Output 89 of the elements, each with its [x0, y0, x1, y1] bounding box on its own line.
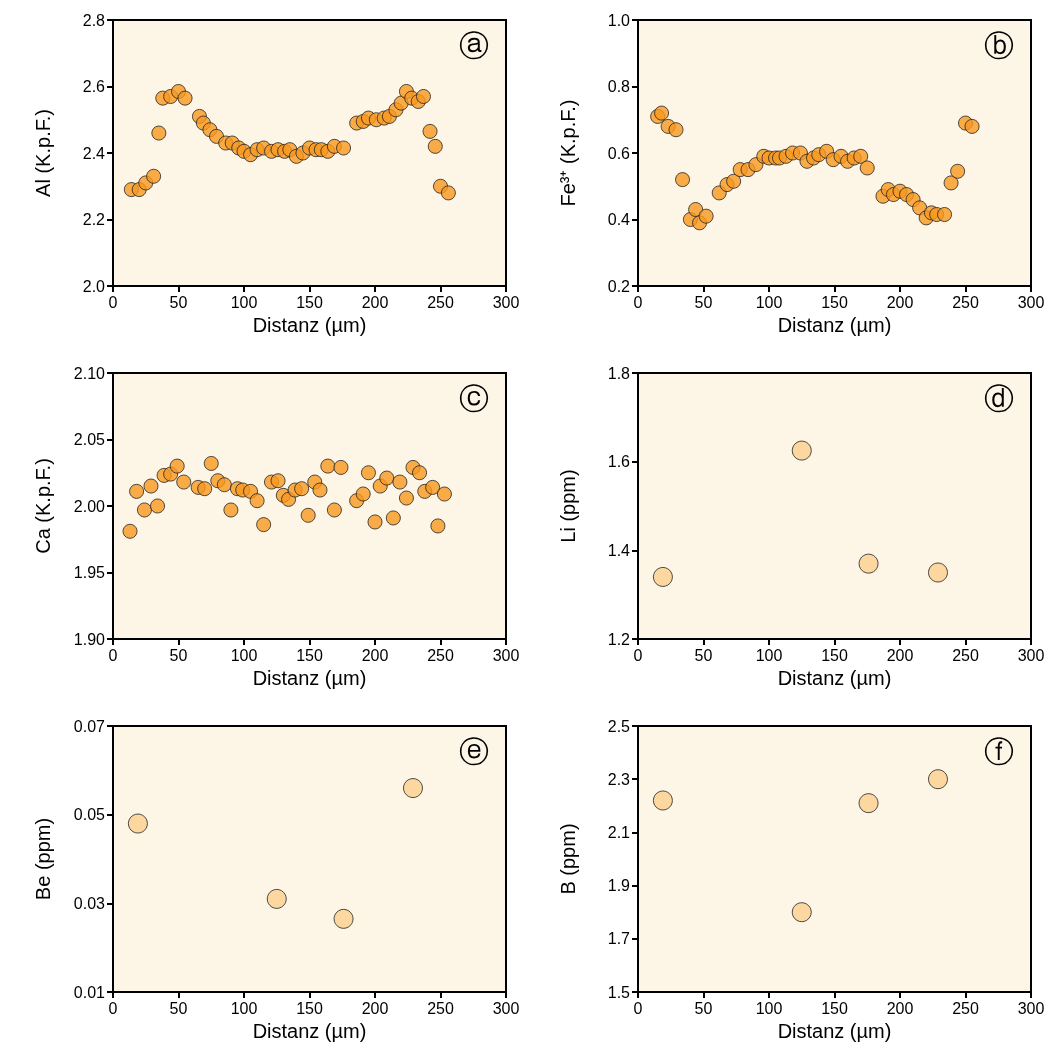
y-tick-label: 2.5	[607, 717, 631, 735]
y-tick-label: 2.1	[607, 823, 631, 841]
x-tick-label: 0	[633, 646, 643, 664]
x-tick-label: 50	[169, 999, 188, 1017]
x-tick-label: 0	[108, 293, 118, 311]
x-tick-label: 100	[230, 999, 258, 1017]
y-tick-label: 1.8	[607, 364, 631, 382]
x-tick-label: 0	[108, 646, 118, 664]
x-tick-label: 300	[492, 293, 520, 311]
y-tick-label: 1.4	[607, 541, 631, 559]
x-axis-title: Distanz (µm)	[777, 1019, 892, 1042]
y-tick-label: 0.4	[607, 211, 631, 228]
y-tick-label: 0.01	[73, 983, 106, 1001]
y-tick-label: 1.95	[73, 564, 106, 581]
x-axis-title: Distanz (µm)	[252, 666, 367, 689]
x-tick-label: 100	[230, 646, 258, 664]
y-tick-label: 2.3	[607, 770, 631, 788]
x-tick-label: 300	[492, 646, 520, 664]
y-tick-label: 1.9	[607, 877, 631, 895]
y-tick-label: 0.05	[73, 806, 106, 824]
x-tick-label: 150	[296, 999, 323, 1017]
x-tick-label: 0	[633, 999, 643, 1017]
y-tick-label: 2.4	[82, 144, 106, 162]
y-tick-label: 1.2	[607, 630, 631, 648]
x-axis-title: Distanz (µm)	[777, 666, 892, 689]
y-tick-label: 1.6	[607, 453, 631, 471]
y-tick-label: 0.6	[607, 144, 631, 162]
x-tick-label: 250	[427, 999, 454, 1017]
x-tick-label: 200	[886, 646, 914, 664]
y-tick-label: 0.07	[73, 717, 106, 735]
x-tick-label: 300	[1017, 999, 1045, 1017]
x-tick-label: 250	[952, 999, 979, 1017]
x-axis-title: Distanz (µm)	[252, 1019, 367, 1042]
x-tick-label: 150	[296, 293, 323, 311]
y-tick-label: 2.0	[82, 277, 106, 295]
x-tick-label: 250	[952, 646, 979, 664]
x-tick-label: 50	[694, 646, 713, 664]
x-tick-label: 50	[169, 293, 188, 311]
annotation: ⓔ	[459, 733, 489, 769]
x-tick-label: 150	[296, 646, 323, 664]
x-tick-label: 200	[886, 999, 914, 1017]
y-tick-label: 1.90	[73, 630, 106, 648]
x-tick-label: 0	[108, 999, 118, 1017]
y-axis-title: Ca (K.p.F.)	[32, 458, 54, 554]
x-tick-label: 100	[755, 999, 783, 1017]
x-tick-label: 250	[952, 293, 979, 311]
annotation: ⓒ	[459, 380, 489, 416]
annotation: ⓑ	[984, 27, 1014, 63]
annotation: ⓓ	[984, 380, 1014, 416]
y-axis-title: Al (K.p.F.)	[32, 109, 54, 197]
x-tick-label: 50	[694, 293, 713, 311]
x-tick-label: 0	[633, 293, 643, 311]
x-axis-title: Distanz (µm)	[777, 313, 892, 336]
x-tick-label: 300	[1017, 646, 1045, 664]
x-tick-label: 150	[821, 646, 848, 664]
y-axis-title: Be (ppm)	[32, 817, 54, 901]
x-axis-title: Distanz (µm)	[252, 313, 367, 336]
x-tick-label: 50	[694, 999, 713, 1017]
y-axis-title: Fe³⁺ (K.p.F.)	[557, 99, 579, 207]
x-tick-label: 150	[821, 293, 848, 311]
x-tick-label: 300	[1017, 293, 1045, 311]
x-tick-label: 100	[755, 293, 783, 311]
y-tick-label: 1.0	[607, 11, 631, 29]
annotation: ⓕ	[984, 733, 1014, 769]
y-tick-label: 2.2	[82, 211, 106, 228]
y-tick-label: 0.8	[607, 78, 631, 95]
x-tick-label: 200	[886, 293, 914, 311]
y-tick-label: 2.10	[73, 364, 106, 382]
x-tick-label: 200	[361, 999, 389, 1017]
x-tick-label: 50	[169, 646, 188, 664]
x-tick-label: 200	[361, 646, 389, 664]
x-tick-label: 150	[821, 999, 848, 1017]
x-tick-label: 250	[427, 293, 454, 311]
y-tick-label: 2.00	[73, 497, 106, 515]
y-tick-label: 0.03	[73, 894, 106, 912]
annotation: ⓐ	[459, 27, 489, 63]
y-tick-label: 1.5	[607, 983, 631, 1001]
x-tick-label: 300	[492, 999, 520, 1017]
y-tick-label: 2.8	[82, 11, 106, 29]
x-tick-label: 250	[427, 646, 454, 664]
x-tick-label: 100	[230, 293, 258, 311]
y-tick-label: 1.7	[607, 930, 631, 948]
y-axis-title: Li (ppm)	[557, 469, 579, 543]
y-tick-label: 2.05	[73, 431, 106, 448]
x-tick-label: 200	[361, 293, 389, 311]
x-tick-label: 100	[755, 646, 783, 664]
y-tick-label: 2.6	[82, 78, 106, 95]
y-tick-label: 0.2	[607, 277, 631, 295]
y-axis-title: B (ppm)	[557, 823, 579, 895]
